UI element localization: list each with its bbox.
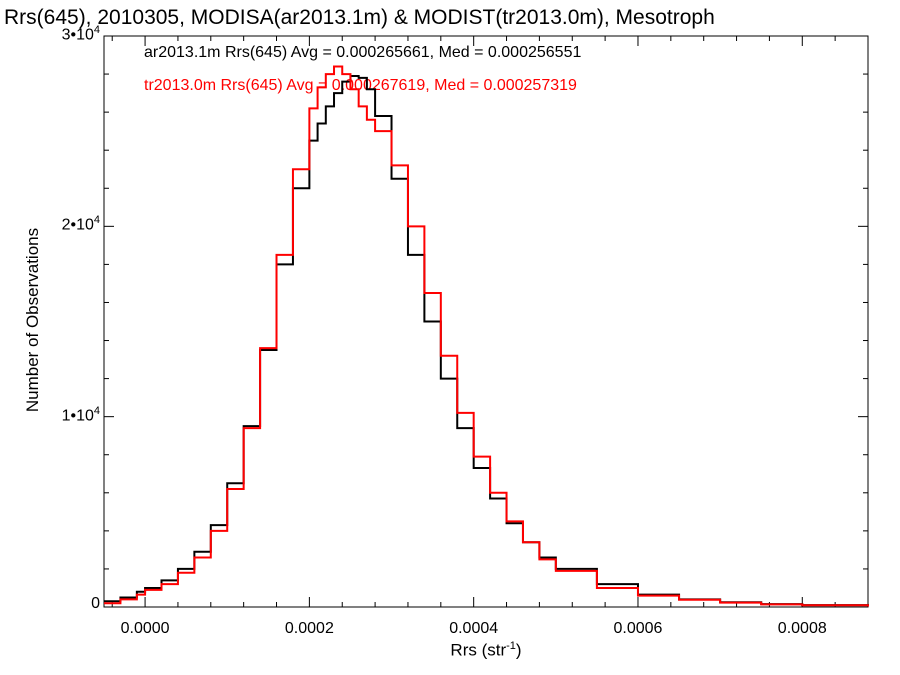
- plot-frame: [103, 35, 869, 608]
- x-tick-label: 0.0006: [613, 620, 663, 637]
- x-axis-label-close: ): [515, 640, 522, 660]
- axis-ticks: [104, 35, 869, 608]
- y-tick-label: 2•104: [61, 214, 100, 234]
- chart-title: Rrs(645), 2010305, MODISA(ar2013.1m) & M…: [4, 6, 715, 29]
- series-ar2013-line: [104, 74, 869, 607]
- legend-entry-tr2013: tr2013.0m Rrs(645) Avg = 0.000267619, Me…: [144, 77, 577, 94]
- x-tick-label: 0.0008: [777, 620, 827, 637]
- y-tick-label: 0: [91, 595, 100, 612]
- y-tick-label: 1•104: [61, 404, 100, 424]
- x-tick-label: 0.0000: [120, 620, 170, 637]
- series-tr2013-line: [104, 65, 869, 607]
- x-tick-label: 0.0004: [449, 620, 499, 637]
- x-tick-label: 0.0002: [284, 620, 334, 637]
- x-axis-label-base: Rrs (str: [450, 640, 507, 660]
- x-axis-label: Rrs (str-1): [450, 640, 521, 661]
- x-axis-label-exponent: -1: [506, 640, 516, 652]
- y-axis-label: Number of Observations: [23, 227, 42, 413]
- y-tick-label: 3•104: [61, 24, 100, 44]
- legend-entry-ar2013: ar2013.1m Rrs(645) Avg = 0.000265661, Me…: [144, 44, 582, 61]
